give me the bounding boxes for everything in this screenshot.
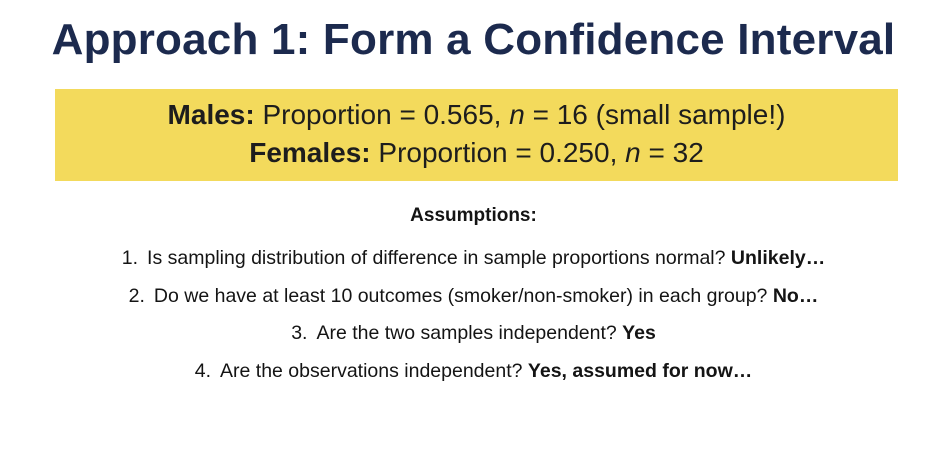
assumption-number: 2. bbox=[128, 284, 145, 307]
assumption-item: 1. Is sampling distribution of difference… bbox=[0, 240, 947, 278]
assumption-list: 1. Is sampling distribution of difference… bbox=[0, 240, 947, 390]
assumption-item: 4. Are the observations independent? Yes,… bbox=[0, 353, 947, 391]
assumption-number: 3. bbox=[291, 322, 308, 344]
assumption-question: Do we have at least 10 outcomes (smoker/… bbox=[153, 284, 768, 307]
assumption-answer: No… bbox=[772, 284, 819, 307]
males-label: Males: bbox=[167, 99, 255, 130]
assumption-question: Are the observations independent? bbox=[220, 359, 523, 382]
females-label: Females: bbox=[249, 137, 371, 168]
assumption-item: 2. Do we have at least 10 outcomes (smoke… bbox=[0, 278, 947, 316]
assumption-answer: Unlikely… bbox=[730, 247, 826, 269]
assumption-answer: Yes, assumed for now… bbox=[527, 359, 753, 382]
assumption-number: 4. bbox=[194, 359, 212, 382]
assumptions-heading: Assumptions: bbox=[410, 205, 537, 226]
males-n-value: = 16 (small sample!) bbox=[532, 99, 786, 130]
assumption-number: 1. bbox=[121, 247, 139, 269]
males-summary-line: Males: Proportion = 0.565, n = 16 (small… bbox=[55, 96, 898, 134]
females-summary-line: Females: Proportion = 0.250, n = 32 bbox=[55, 134, 898, 172]
assumption-item: 3. Are the two samples independent? Yes bbox=[0, 315, 947, 353]
females-n-symbol: n bbox=[625, 137, 641, 168]
females-proportion: Proportion = 0.250, bbox=[378, 137, 618, 168]
assumption-question: Are the two samples independent? bbox=[316, 322, 617, 344]
slide-title: Approach 1: Form a Confidence Interval bbox=[51, 15, 896, 64]
males-n-symbol: n bbox=[509, 99, 525, 130]
assumption-answer: Yes bbox=[622, 322, 656, 344]
females-n-value: = 32 bbox=[648, 137, 704, 168]
males-proportion: Proportion = 0.565, bbox=[262, 99, 502, 130]
assumption-question: Is sampling distribution of difference i… bbox=[147, 247, 726, 269]
summary-box: Males: Proportion = 0.565, n = 16 (small… bbox=[55, 89, 898, 181]
